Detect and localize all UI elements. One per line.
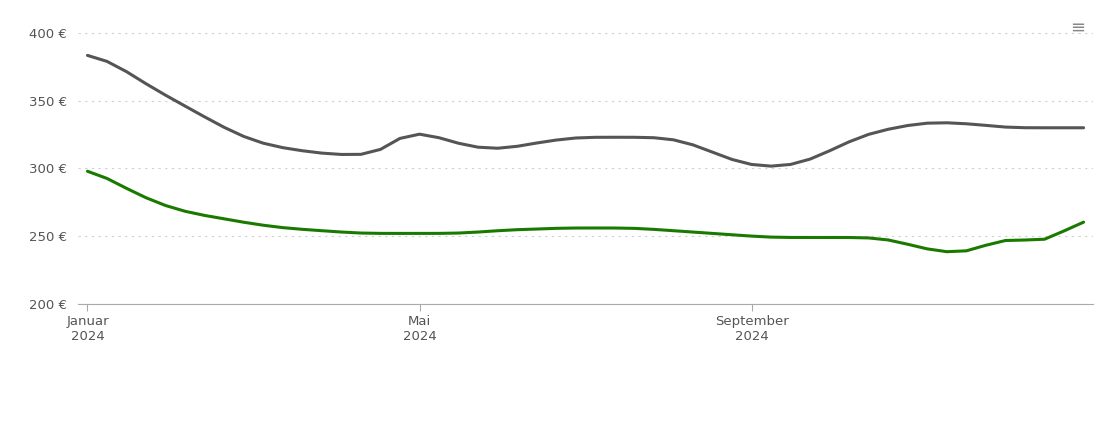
- Text: ≡: ≡: [1070, 19, 1086, 37]
